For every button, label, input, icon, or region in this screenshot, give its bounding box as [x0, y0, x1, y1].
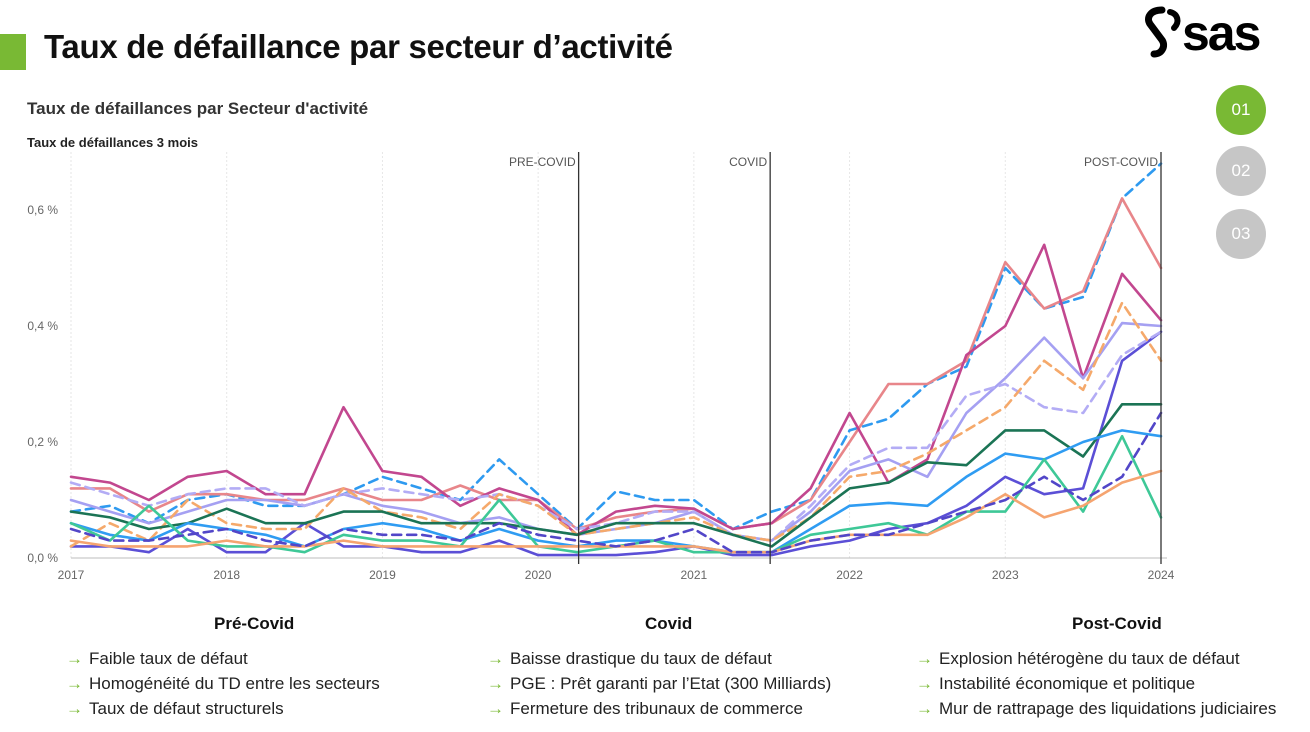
- sas-logo: sas: [1145, 5, 1262, 61]
- series-line: [69, 301, 1163, 548]
- list-item: → Instabilité économique et politique: [916, 674, 1196, 693]
- covid-column: Covid → Baisse drastique du taux de défau…: [487, 614, 867, 721]
- list-item: → Faible taux de défaut: [66, 649, 248, 668]
- x-tick-label: 2024: [1148, 568, 1175, 582]
- list-item: → Taux de défaut structurels: [66, 699, 284, 718]
- arrow-right-icon: →: [916, 699, 933, 718]
- series-line: [69, 321, 1163, 542]
- arrow-right-icon: →: [916, 674, 933, 693]
- series-line: [69, 162, 1163, 531]
- arrow-right-icon: →: [66, 649, 83, 668]
- y-tick-label: 0,0 %: [27, 551, 58, 565]
- title-accent-bar: [0, 34, 26, 70]
- arrow-right-icon: →: [487, 674, 504, 693]
- list-item: → Baisse drastique du taux de défaut: [487, 649, 772, 668]
- pre-covid-column: Pré-Covid → Faible taux de défaut → Homogé…: [66, 614, 446, 721]
- list-item: → Explosion hétérogène du taux de défaut: [916, 649, 1240, 668]
- arrow-right-icon: →: [66, 674, 83, 693]
- x-tick-label: 2018: [213, 568, 240, 582]
- x-tick-label: 2022: [836, 568, 863, 582]
- post-covid-heading: Post-Covid: [1072, 614, 1162, 633]
- step-02-button[interactable]: 02: [1216, 146, 1266, 196]
- series-line: [69, 243, 1163, 537]
- period-marker-label: PRE-COVID: [509, 155, 576, 169]
- x-tick-label: 2019: [369, 568, 396, 582]
- arrow-right-icon: →: [66, 699, 83, 718]
- svg-text:sas: sas: [1182, 5, 1260, 61]
- series-line: [69, 429, 1163, 554]
- series-line: [69, 403, 1163, 548]
- post-covid-column: Post-Covid → Explosion hétérogène du taux…: [916, 614, 1308, 721]
- chart-title: Taux de défaillances par Secteur d'activ…: [27, 99, 369, 118]
- covid-heading: Covid: [645, 614, 693, 633]
- arrow-right-icon: →: [487, 649, 504, 668]
- chart-y-axis-label: Taux de défaillances 3 mois: [27, 135, 198, 150]
- x-tick-label: 2020: [525, 568, 552, 582]
- step-01-button[interactable]: 01: [1216, 85, 1266, 135]
- pre-covid-heading: Pré-Covid: [214, 614, 295, 633]
- default-rate-line-chart: 0,0 % 0,2 % 0,4 % 0,6 % 2017 2018 2019 2020 2021…: [27, 152, 1175, 582]
- period-marker-label: POST-COVID: [1084, 155, 1158, 169]
- y-tick-label: 0,4 %: [27, 319, 58, 333]
- arrow-right-icon: →: [916, 649, 933, 668]
- list-item: → Mur de rattrapage des liquidations judi…: [916, 699, 1277, 718]
- series-line: [69, 330, 1163, 557]
- arrow-right-icon: →: [487, 699, 504, 718]
- step-03-button[interactable]: 03: [1216, 209, 1266, 259]
- x-tick-label: 2017: [58, 568, 85, 582]
- list-item: → Homogénéité du TD entre les secteurs: [66, 674, 380, 693]
- x-tick-label: 2021: [681, 568, 708, 582]
- slide-title: Taux de défaillance par secteur d’activi…: [44, 28, 673, 65]
- list-item: → Fermeture des tribunaux de commerce: [487, 699, 803, 718]
- series-line: [69, 330, 1163, 542]
- y-tick-label: 0,6 %: [27, 203, 58, 217]
- x-tick-label: 2023: [992, 568, 1019, 582]
- series-line: [69, 411, 1163, 554]
- series-line: [69, 197, 1163, 531]
- list-item: → PGE : Prêt garanti par l’Etat (300 Mill…: [487, 674, 832, 693]
- period-marker-label: COVID: [729, 155, 767, 169]
- y-tick-label: 0,2 %: [27, 435, 58, 449]
